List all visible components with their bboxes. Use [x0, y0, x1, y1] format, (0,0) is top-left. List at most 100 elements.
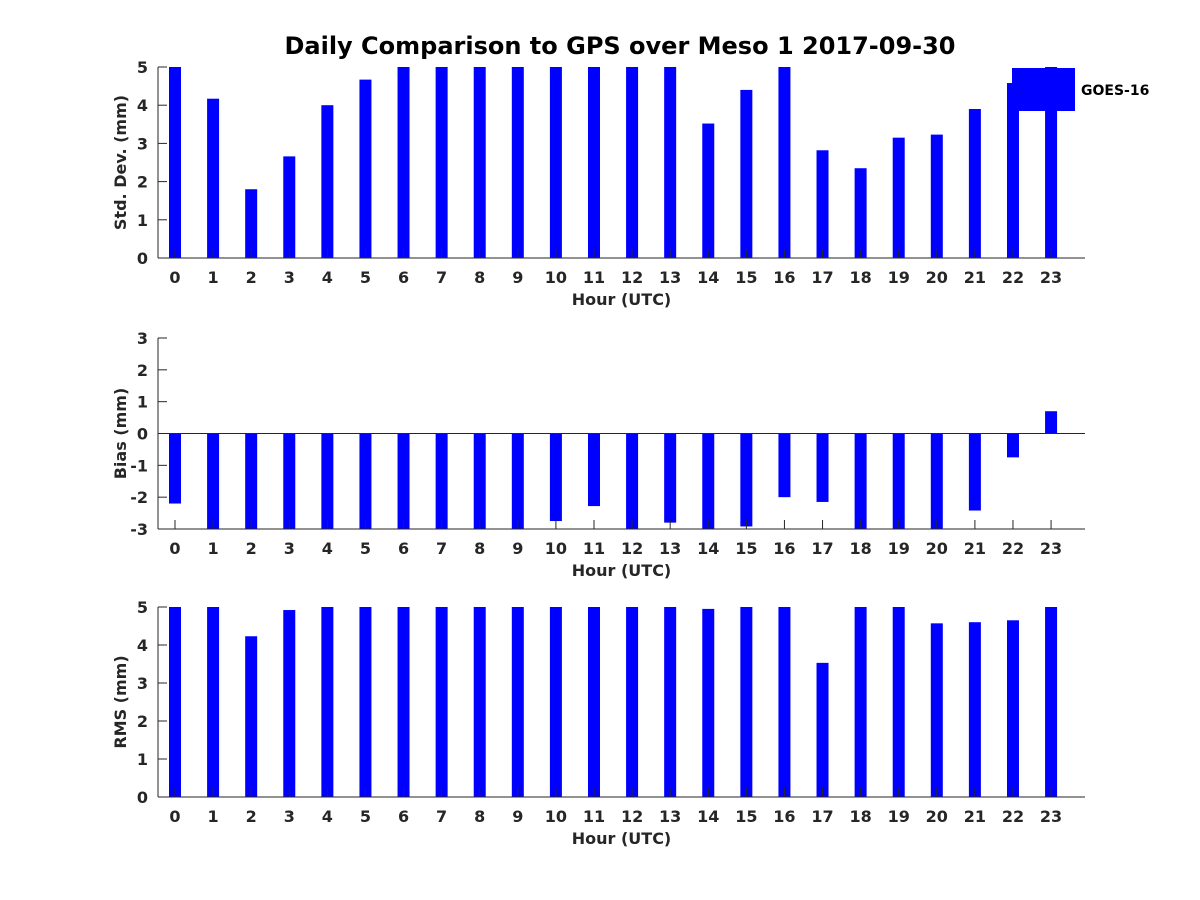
x-tick-label: 4 [322, 268, 333, 287]
bar-hour-22 [1006, 433, 1019, 458]
x-tick-label: 16 [773, 539, 795, 558]
bar-hour-11 [587, 607, 600, 797]
bar-hour-14 [702, 433, 715, 529]
x-tick-label: 16 [773, 268, 795, 287]
bar-hour-14 [702, 608, 715, 797]
y-tick-label: 3 [137, 329, 148, 348]
y-axis-label: Std. Dev. (mm) [111, 95, 130, 230]
bar-hour-16 [778, 433, 791, 498]
x-tick-label: 4 [322, 539, 333, 558]
bar-hour-13 [664, 607, 677, 797]
bar-hour-22 [1006, 83, 1019, 258]
y-tick-label: -3 [130, 520, 148, 539]
x-tick-label: 23 [1040, 268, 1062, 287]
x-tick-label: 21 [964, 539, 986, 558]
bar-hour-8 [473, 607, 486, 797]
bar-hour-2 [245, 636, 258, 797]
x-tick-label: 5 [360, 268, 371, 287]
x-tick-label: 17 [811, 268, 833, 287]
bar-hour-19 [892, 607, 905, 797]
x-tick-label: 10 [545, 539, 567, 558]
y-tick-label: 4 [137, 636, 148, 655]
bar-hour-19 [892, 433, 905, 529]
x-tick-label: 0 [169, 268, 180, 287]
x-tick-label: 18 [849, 539, 871, 558]
x-tick-label: 9 [512, 807, 523, 826]
x-tick-label: 10 [545, 268, 567, 287]
bar-hour-23 [1045, 607, 1058, 797]
bar-hour-8 [473, 433, 486, 529]
bar-hour-9 [511, 67, 524, 258]
x-tick-label: 2 [246, 807, 257, 826]
bar-hour-18 [854, 433, 867, 529]
x-tick-label: 22 [1002, 539, 1024, 558]
bar-hour-23 [1045, 67, 1058, 258]
bar-hour-20 [930, 433, 943, 529]
bar-hour-15 [740, 433, 753, 527]
y-tick-label: 0 [137, 249, 148, 268]
bar-hour-0 [169, 433, 181, 504]
y-axis-label: RMS (mm) [111, 655, 130, 748]
y-tick-label: 3 [137, 134, 148, 153]
x-tick-label: 7 [436, 539, 447, 558]
x-tick-label: 13 [659, 268, 681, 287]
bar-hour-6 [397, 607, 410, 797]
x-tick-label: 0 [169, 807, 180, 826]
bar-hour-1 [207, 98, 220, 259]
x-tick-label: 15 [735, 807, 757, 826]
y-tick-label: 2 [137, 361, 148, 380]
x-tick-label: 12 [621, 807, 643, 826]
x-tick-label: 7 [436, 807, 447, 826]
bar-hour-12 [626, 607, 639, 797]
x-tick-label: 15 [735, 268, 757, 287]
x-tick-label: 14 [697, 539, 719, 558]
bar-hour-21 [968, 109, 981, 259]
x-tick-label: 14 [697, 268, 719, 287]
x-tick-label: 15 [735, 539, 757, 558]
x-tick-label: 11 [583, 539, 605, 558]
bar-hour-10 [549, 67, 562, 258]
bar-hour-12 [626, 67, 639, 258]
x-tick-label: 5 [360, 807, 371, 826]
x-tick-label: 4 [322, 807, 333, 826]
bar-hour-0 [169, 607, 181, 797]
bar-hour-3 [283, 610, 296, 797]
x-tick-label: 6 [398, 268, 409, 287]
x-tick-label: 1 [208, 539, 219, 558]
bar-hour-8 [473, 67, 486, 258]
x-tick-label: 13 [659, 807, 681, 826]
bar-hour-9 [511, 607, 524, 797]
x-tick-label: 20 [926, 268, 948, 287]
legend-label: GOES-16 [1081, 83, 1149, 99]
x-tick-label: 12 [621, 539, 643, 558]
x-tick-label: 22 [1002, 807, 1024, 826]
y-tick-label: 1 [137, 750, 148, 769]
legend-swatch [1012, 68, 1075, 111]
bar-hour-2 [245, 433, 258, 529]
bar-hour-23 [1045, 411, 1058, 434]
y-tick-label: 2 [137, 712, 148, 731]
bar-hour-11 [587, 433, 600, 507]
bar-hour-12 [626, 433, 639, 529]
x-axis-label: Hour (UTC) [572, 561, 672, 580]
y-tick-label: 4 [137, 96, 148, 115]
x-tick-label: 23 [1040, 807, 1062, 826]
x-tick-label: 1 [208, 807, 219, 826]
x-tick-label: 3 [284, 539, 295, 558]
bar-hour-3 [283, 433, 296, 529]
bar-hour-13 [664, 433, 677, 523]
y-tick-label: 5 [137, 598, 148, 617]
bar-hour-9 [511, 433, 524, 529]
x-tick-label: 2 [246, 268, 257, 287]
bar-hour-17 [816, 433, 829, 502]
x-tick-label: 19 [888, 539, 910, 558]
bar-hour-20 [930, 623, 943, 797]
x-tick-label: 9 [512, 539, 523, 558]
chart-title: Daily Comparison to GPS over Meso 1 2017… [284, 32, 955, 60]
x-tick-label: 13 [659, 539, 681, 558]
